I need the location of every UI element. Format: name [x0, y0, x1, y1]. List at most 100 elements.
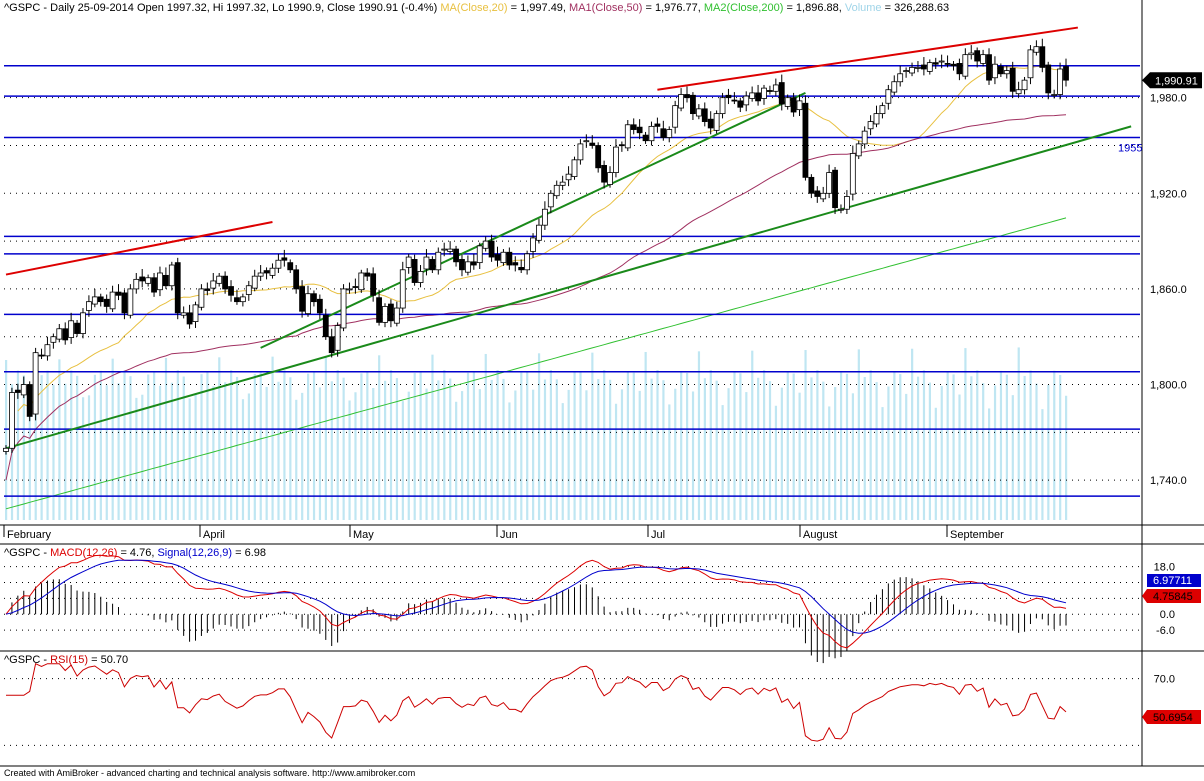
- candle-body: [281, 257, 288, 261]
- candle-body: [311, 293, 317, 303]
- rsi-tag-label: 50.6954: [1153, 712, 1193, 724]
- volume-bar: [834, 387, 837, 520]
- volume-bar: [514, 390, 517, 520]
- candle-body: [909, 67, 915, 74]
- candle-body: [482, 240, 489, 249]
- volume-bar: [383, 380, 387, 520]
- candle-body: [601, 165, 608, 183]
- candle-body: [613, 146, 619, 173]
- volume-bar: [342, 377, 345, 520]
- volume-bar: [58, 359, 61, 520]
- candle-body: [707, 118, 714, 129]
- volume-bar: [988, 408, 991, 520]
- candle-body: [26, 384, 33, 417]
- candle-body: [536, 224, 542, 241]
- candle-body: [1045, 64, 1052, 94]
- month-label: April: [203, 529, 225, 541]
- volume-bar: [887, 386, 890, 520]
- volume-bar: [733, 371, 736, 520]
- volume-bar: [230, 370, 233, 520]
- candle-body: [56, 328, 63, 340]
- candle-body: [127, 288, 134, 316]
- macd-tick-label: 0.0: [1160, 609, 1175, 621]
- candle-body: [666, 129, 673, 138]
- month-label: August: [803, 529, 837, 541]
- volume-bar: [869, 370, 872, 520]
- volume-bar: [567, 389, 570, 520]
- candle-body: [962, 54, 969, 77]
- volume-bar: [413, 373, 416, 520]
- ma50-label: MA1(Close,50): [569, 2, 643, 14]
- volume-bar: [93, 374, 97, 520]
- volume-bar: [206, 371, 209, 520]
- volume-bar: [348, 400, 351, 520]
- candle-body: [346, 288, 353, 291]
- candle-body: [624, 124, 631, 149]
- rsi-pane-header: ^GSPC - RSI(15) = 50.70: [4, 654, 128, 666]
- candle-body: [1009, 67, 1016, 92]
- volume-bar: [650, 378, 653, 520]
- candle-body: [672, 105, 679, 128]
- volume-bar: [324, 355, 327, 520]
- candle-body: [861, 130, 868, 145]
- candle-body: [790, 97, 797, 113]
- candle-body: [109, 291, 116, 310]
- volume-bar: [135, 397, 138, 520]
- volume-label: Volume: [844, 2, 882, 14]
- volume-bar: [934, 407, 937, 520]
- candle-body: [411, 259, 418, 283]
- volume-bar: [579, 372, 582, 520]
- volume-bar: [1059, 375, 1062, 520]
- volume-bar: [543, 379, 547, 520]
- volume-bar: [656, 370, 659, 520]
- rsi-label: RSI(15): [50, 654, 89, 666]
- volume-bar: [241, 399, 245, 520]
- volume-bar: [591, 352, 594, 520]
- volume-bar: [686, 372, 689, 520]
- candle-body: [14, 389, 21, 393]
- volume-bar: [573, 372, 576, 520]
- volume-bar: [289, 377, 292, 520]
- volume-bar: [697, 351, 701, 520]
- month-label: May: [353, 529, 374, 541]
- volume-bar: [253, 373, 256, 520]
- candle-body: [796, 100, 803, 111]
- candle-body: [755, 92, 761, 102]
- volume-bar: [87, 395, 91, 520]
- volume-bar: [614, 403, 618, 520]
- rsi-line: [6, 662, 1067, 742]
- candle-body: [50, 336, 57, 343]
- candle-body: [915, 67, 921, 69]
- volume-bar: [774, 405, 778, 520]
- candle-body: [530, 237, 536, 252]
- candle-body: [654, 123, 661, 127]
- volume-bar: [721, 405, 724, 520]
- volume-bar: [490, 379, 493, 520]
- volume-bar: [105, 385, 108, 520]
- volume-bar: [466, 372, 470, 520]
- candle-body: [974, 50, 981, 62]
- price-pane-header: ^GSPC - Daily 25-09-2014 Open 1997.32, H…: [4, 2, 950, 14]
- candle-body: [80, 312, 86, 334]
- month-label: September: [950, 529, 1004, 541]
- candle-body: [459, 259, 465, 271]
- candle-body: [198, 288, 205, 308]
- candle-body: [74, 322, 80, 334]
- green-trendline-long: [5, 125, 1132, 450]
- volume-bar: [318, 387, 322, 520]
- volume-bar: [798, 392, 801, 520]
- candle-body: [257, 272, 264, 277]
- volume-bar: [460, 391, 464, 520]
- candles: [3, 38, 1069, 455]
- volume-bar: [70, 370, 73, 520]
- volume-bar: [508, 402, 511, 520]
- candle-body: [1033, 46, 1040, 53]
- volume-bar: [1035, 383, 1038, 520]
- volume-bar: [674, 388, 677, 520]
- volume-bar: [1065, 395, 1068, 520]
- volume-bar: [976, 370, 979, 520]
- rsi-tick-label: 70.0: [1154, 674, 1175, 686]
- candle-body: [986, 54, 992, 81]
- candle-body: [488, 240, 495, 258]
- volume-bar: [549, 370, 553, 520]
